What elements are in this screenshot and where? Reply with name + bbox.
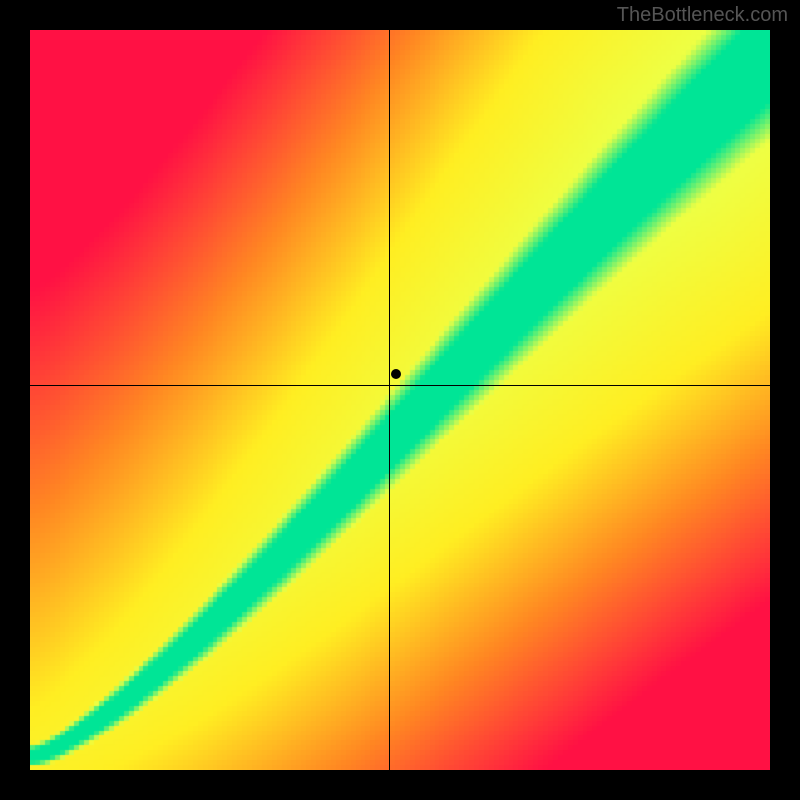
crosshair-horizontal xyxy=(30,385,770,386)
watermark-text: TheBottleneck.com xyxy=(617,4,788,27)
crosshair-vertical xyxy=(389,30,390,770)
heatmap-canvas xyxy=(30,30,770,770)
heatmap-chart xyxy=(30,30,770,770)
data-point-marker xyxy=(391,369,401,379)
